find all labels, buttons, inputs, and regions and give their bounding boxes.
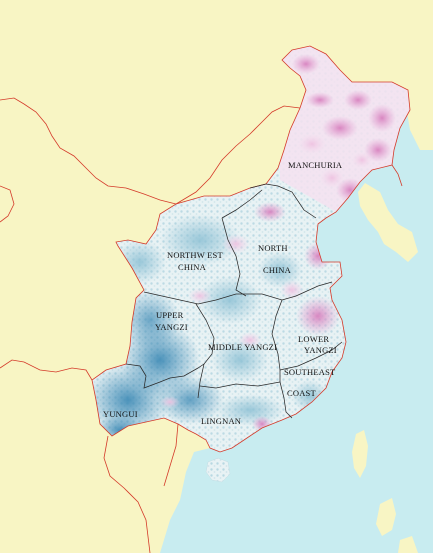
- label-lingnan: LINGNAN: [201, 416, 241, 426]
- label-southeast-coast-line2: COAST: [287, 388, 316, 398]
- label-lower-yangzi-line2: YANGZI: [304, 345, 337, 355]
- label-lower-yangzi-line1: LOWER: [298, 334, 329, 344]
- label-yungui: YUNGUI: [103, 409, 138, 419]
- region-boundaries: [125, 183, 343, 419]
- label-middle-yangzi: MIDDLE YANGZI: [208, 342, 277, 352]
- label-upper-yangzi-line1: UPPER: [156, 310, 184, 320]
- label-upper-yangzi-line2: YANGZI: [155, 322, 188, 332]
- label-manchuria: MANCHURIA: [288, 160, 343, 170]
- region-labels: MANCHURIA NORTH CHINA NORTHW EST CHINA U…: [103, 160, 343, 426]
- label-north-china-line2: CHINA: [263, 265, 292, 275]
- label-northwest-china-line1: NORTHW EST: [167, 250, 223, 260]
- label-northwest-china-line2: CHINA: [178, 262, 207, 272]
- hainan-island: [205, 457, 231, 483]
- label-southeast-coast-line1: SOUTHEAST: [284, 367, 336, 377]
- label-north-china-line1: NORTH: [258, 243, 288, 253]
- international-borders: [0, 97, 403, 553]
